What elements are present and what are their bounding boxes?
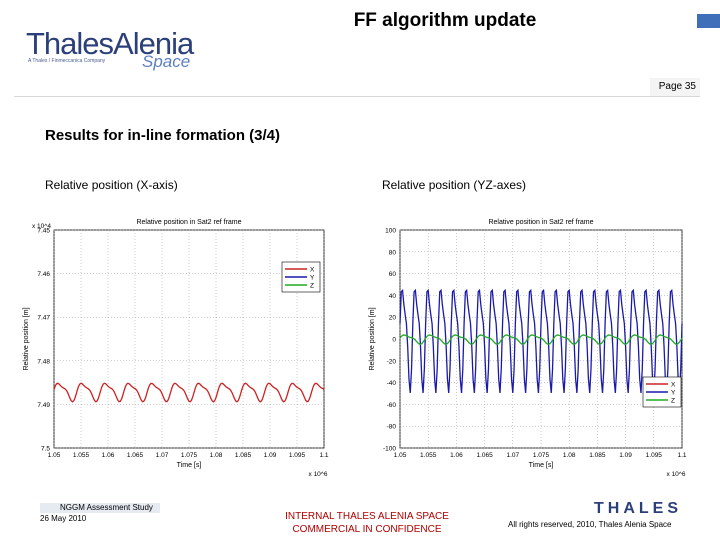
y-tick-label: 7.47 [37, 315, 50, 322]
x-tick-label: 1.08 [210, 452, 223, 459]
copyright: All rights reserved, 2010, Thales Alenia… [508, 520, 672, 529]
x-tick-label: 1.09 [619, 452, 632, 459]
legend-label: Z [310, 283, 314, 290]
x-tick-label: 1.07 [506, 452, 519, 459]
logo-space: Space [142, 52, 191, 71]
y-multiplier: x 10^4 [32, 223, 51, 230]
x-tick-label: 1.085 [589, 452, 606, 459]
x-tick-label: 1.1 [677, 452, 686, 459]
x-tick-label: 1.1 [319, 452, 328, 459]
chart-yz-axes: Relative position in Sat2 ref frame 1.05 1… [369, 219, 687, 478]
y-tick-label: -60 [387, 402, 397, 409]
x-tick-label: 1.06 [102, 452, 115, 459]
chart-title: Relative position in Sat2 ref frame [136, 219, 241, 226]
corner-accent [697, 14, 720, 28]
slide-title: FF algorithm update [353, 10, 537, 31]
y-tick-label: 7.46 [37, 271, 50, 278]
x-tick-label: 1.07 [156, 452, 169, 459]
y-tick-label: 80 [389, 249, 397, 256]
footer-study: NGGM Assessment Study [60, 503, 153, 512]
conf-line-1: INTERNAL THALES ALENIA SPACE [285, 511, 449, 522]
caption-left: Relative position (X-axis) [45, 178, 178, 192]
y-tick-label: 40 [389, 293, 397, 300]
y-tick-label: -100 [383, 446, 396, 453]
legend-label: Y [310, 275, 315, 282]
x-tick-label: 1.075 [181, 452, 198, 459]
page-number: Page 35 [650, 78, 700, 96]
footer-date: 26 May 2010 [40, 514, 87, 523]
x-tick-label: 1.065 [127, 452, 144, 459]
section-title: Results for in-line formation (3/4) [45, 127, 281, 144]
chart-x-axis: Relative position in Sat2 ref frame 1.05 1… [23, 219, 329, 478]
logo-subtitle: A Thales / Finmeccanica Company [28, 58, 106, 64]
y-tick-label: 60 [389, 271, 397, 278]
y-tick-label: 7.48 [37, 358, 50, 365]
x-tick-label: 1.09 [264, 452, 277, 459]
chart-title: Relative position in Sat2 ref frame [488, 219, 593, 226]
x-tick-label: 1.055 [420, 452, 437, 459]
legend-label: Z [671, 398, 675, 405]
x-tick-label: 1.055 [73, 452, 90, 459]
header-divider [14, 96, 700, 97]
x-tick-label: 1.05 [48, 452, 61, 459]
x-tick-label: 1.06 [450, 452, 463, 459]
x-tick-label: 1.095 [646, 452, 663, 459]
y-tick-label: 7.45 [37, 228, 50, 235]
conf-line-2: COMMERCIAL IN CONFIDENCE [292, 524, 442, 535]
series-line-x [53, 382, 325, 403]
y-tick-label: -20 [387, 358, 397, 365]
footer-study-bar: NGGM Assessment Study [40, 503, 160, 513]
legend-label: X [671, 382, 676, 389]
y-axis-label: Relative position [m] [369, 307, 376, 370]
x-tick-label: 1.095 [289, 452, 306, 459]
y-tick-label: -40 [387, 380, 397, 387]
legend: XYZ [281, 261, 321, 293]
legend: XYZ [642, 376, 682, 408]
x-tick-label: 1.05 [394, 452, 407, 459]
x-tick-label: 1.085 [235, 452, 252, 459]
y-tick-label: 0 [392, 337, 396, 344]
x-tick-label: 1.08 [563, 452, 576, 459]
x-multiplier: x 10^6 [309, 471, 328, 478]
thales-alenia-logo: ThalesAlenia A Thales / Finmeccanica Com… [24, 8, 214, 74]
y-tick-label: 7.5 [41, 446, 50, 453]
thales-logo: THALES [594, 500, 682, 517]
y-tick-label: 7.49 [37, 402, 50, 409]
x-axis-label: Time [s] [529, 462, 554, 469]
x-tick-label: 1.075 [533, 452, 550, 459]
x-axis-label: Time [s] [177, 462, 202, 469]
logo-wordmark: ThalesAlenia [26, 26, 194, 61]
x-tick-label: 1.065 [476, 452, 493, 459]
y-tick-label: 20 [389, 315, 397, 322]
x-multiplier: x 10^6 [667, 471, 686, 478]
series-line-z [399, 334, 683, 345]
caption-right: Relative position (YZ-axes) [382, 178, 527, 192]
y-axis-label: Relative position [m] [23, 307, 30, 370]
y-tick-label: 100 [385, 228, 396, 235]
legend-label: X [310, 267, 315, 274]
series-line-y [399, 288, 683, 393]
y-tick-label: -80 [387, 424, 397, 431]
confidentiality-notice: INTERNAL THALES ALENIA SPACE COMMERCIAL … [262, 510, 472, 536]
legend-label: Y [671, 390, 676, 397]
